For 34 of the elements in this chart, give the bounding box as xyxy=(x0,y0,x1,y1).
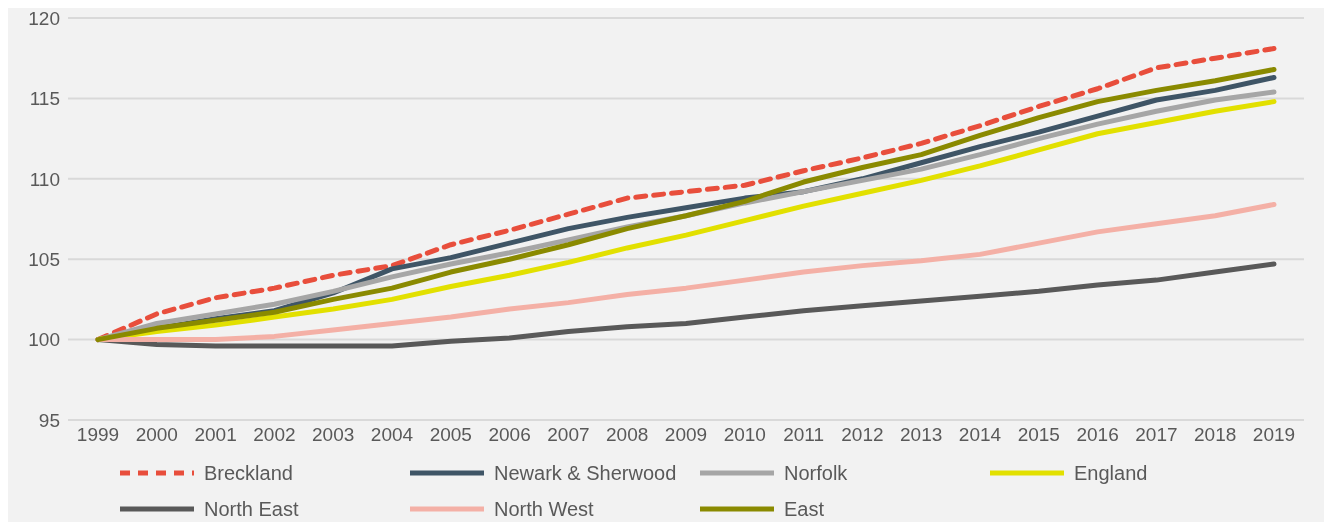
y-tick-label: 115 xyxy=(29,88,60,110)
y-tick-label: 120 xyxy=(28,7,60,29)
x-tick-label: 2005 xyxy=(429,424,472,446)
legend-label: North West xyxy=(494,497,594,521)
x-tick-label: 2000 xyxy=(135,424,178,446)
x-tick-label: 2007 xyxy=(547,424,590,446)
x-tick-label: 2010 xyxy=(723,424,766,446)
legend-label: North East xyxy=(204,497,299,521)
x-tick-label: 2013 xyxy=(900,424,943,446)
x-tick-label: 2003 xyxy=(312,424,355,446)
x-tick-label: 2006 xyxy=(488,424,531,446)
legend-label: Norfolk xyxy=(784,461,848,485)
legend-label: England xyxy=(1074,461,1148,485)
x-tick-label: 2002 xyxy=(253,424,296,446)
x-tick-label: 2001 xyxy=(194,424,237,446)
x-tick-label: 2004 xyxy=(370,424,414,446)
y-tick-label: 100 xyxy=(28,329,60,351)
x-tick-label: 2014 xyxy=(958,424,1002,446)
y-tick-label: 110 xyxy=(29,168,60,190)
x-tick-label: 2018 xyxy=(1194,424,1237,446)
x-tick-label: 2008 xyxy=(606,424,649,446)
y-tick-label: 95 xyxy=(38,409,60,431)
x-tick-label: 2015 xyxy=(1017,424,1060,446)
x-tick-label: 2012 xyxy=(841,424,884,446)
legend-label: Newark & Sherwood xyxy=(494,461,677,485)
x-tick-label: 1999 xyxy=(76,424,120,446)
x-tick-label: 2009 xyxy=(664,424,708,446)
legend-label: East xyxy=(784,497,825,521)
x-tick-label: 2019 xyxy=(1252,424,1296,446)
x-tick-label: 2016 xyxy=(1076,424,1119,446)
x-tick-label: 2017 xyxy=(1135,424,1178,446)
x-tick-label: 2011 xyxy=(783,424,825,446)
legend-label: Breckland xyxy=(204,461,293,485)
y-tick-label: 105 xyxy=(28,248,60,270)
